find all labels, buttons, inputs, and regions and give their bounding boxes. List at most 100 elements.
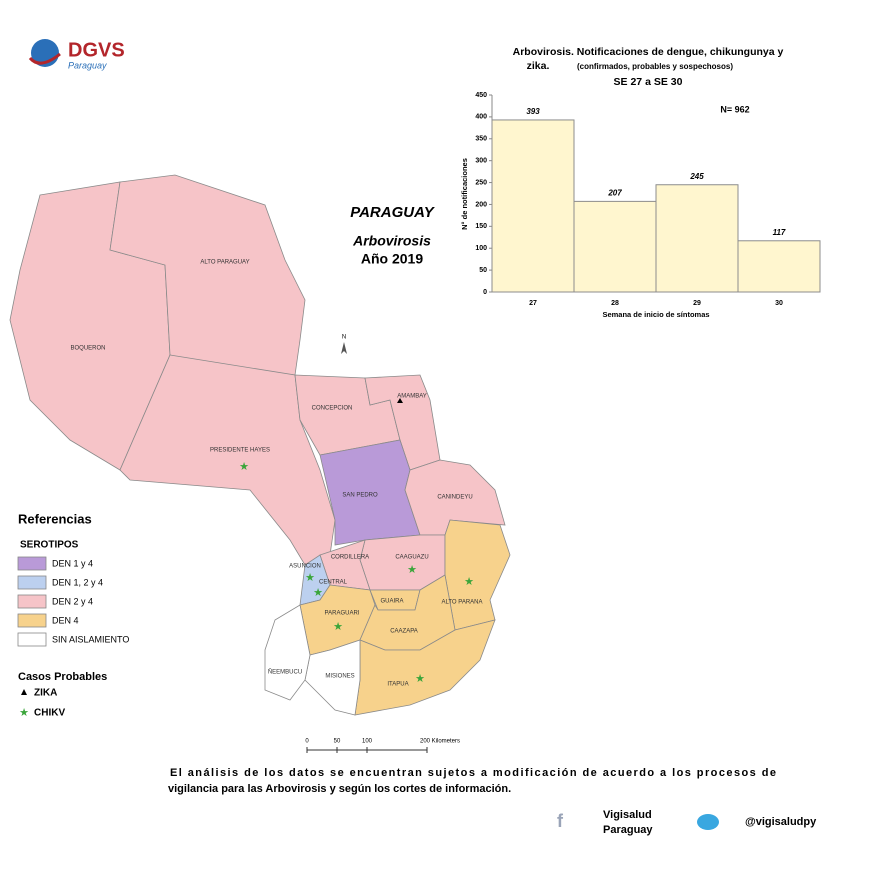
legend-casos-title: Casos Probables [18,671,107,683]
chikv-star: ★ [464,576,474,588]
legend-title: Referencias [18,511,92,526]
scale-label: 0 [305,739,309,745]
y-tick-label: 50 [479,267,487,274]
scale-label: 100 [362,739,373,745]
north-label: N [342,335,346,341]
scale-label: 200 Kilometers [420,739,460,745]
region-label: BOQUERON [70,346,105,352]
data-label: 117 [773,228,786,237]
region-label: GUAIRA [380,599,403,605]
region-label: PRESIDENTE HAYES [210,448,270,454]
region-label: ALTO PARANA [441,600,482,606]
dept-misiones [304,639,361,716]
twitter-handle: @vigisaludpy [745,816,817,828]
x-tick-label: 30 [775,300,783,307]
region-label: ASUNCION [289,564,321,570]
chart-title: Arbovirosis. Notificaciones de dengue, c… [513,46,784,58]
legend-label: DEN 1 y 4 [52,558,93,568]
x-tick-label: 27 [529,300,537,307]
chikv-star: ★ [313,587,323,599]
legend-swatch [17,556,47,571]
y-tick-label: 300 [475,158,487,165]
twitter-icon [697,814,719,830]
footer-note: vigilancia para las Arbovirosis y según … [168,783,511,795]
chart-subtitle: (confirmados, probables y sospechosos) [577,62,733,71]
scale-bar [306,747,428,753]
map-subtitle: Arbovirosis [352,233,431,249]
facebook-icon: f [557,811,564,831]
facebook-name: Vigisalud [603,809,652,821]
region-label: CORDILLERA [331,555,369,561]
bar [573,200,657,293]
region-label: CONCEPCION [312,406,353,412]
bar [655,184,739,293]
y-tick-label: 350 [475,136,487,143]
data-label: 207 [607,188,622,197]
region-label: AMAMBAY [397,394,427,400]
region-label: ÑEEMBUCU [268,669,302,676]
map: BOQUERON ALTO PARAGUAY PRESIDENTE HAYES … [9,174,511,716]
bar [737,240,821,293]
dept-alto-parana [444,519,511,631]
zika-marker [397,398,403,403]
legend-swatch [17,594,47,609]
y-tick-label: 450 [475,92,487,99]
region-label: ITAPUA [387,682,408,688]
chikv-star: ★ [305,572,315,584]
x-tick-label: 28 [611,300,619,307]
region-label: MISIONES [325,674,354,680]
zika-legend-marker [21,689,27,695]
legend-label: DEN 2 y 4 [52,596,93,606]
region-label: CENTRAL [319,580,348,586]
region-label: CAAGUAZU [395,555,428,561]
y-axis-label: N° de notificaciones [460,158,469,230]
y-tick-label: 200 [475,201,487,208]
annotation: N= 962 [720,104,749,114]
logo: DGVS [68,39,125,61]
dept-alto-paraguay [109,174,306,376]
chikv-star: ★ [239,461,249,473]
y-tick-label: 400 [475,114,487,121]
scale-label: 50 [334,739,341,745]
region-label: PARAGUARI [325,611,360,617]
region-label: CANINDEYU [437,495,472,501]
dept-neembucu [264,604,311,701]
bar [491,119,575,293]
region-label: ALTO PARAGUAY [200,260,249,266]
legend-chikv: CHIKV [34,708,65,719]
map-year: Año 2019 [361,251,423,267]
legend-label: DEN 1, 2 y 4 [52,577,103,587]
y-tick-label: 100 [475,245,487,252]
north-arrow [341,342,347,354]
legend-zika: ZIKA [34,688,57,699]
chikv-legend-marker: ★ [19,707,29,719]
chart: Arbovirosis. Notificaciones de dengue, c… [460,46,821,319]
footer-note: El análisis de los datos se encuentran s… [170,767,776,779]
chikv-star: ★ [333,621,343,633]
chart-subtitle-2: SE 27 a SE 30 [614,76,683,88]
chikv-star: ★ [415,673,425,685]
legend: Referencias SEROTIPOS Casos Probables ZI… [17,511,129,719]
chart-title-2: zika. [527,60,550,72]
legend-label: DEN 4 [52,615,79,625]
chikv-star: ★ [407,564,417,576]
region-label: CAAZAPA [390,629,418,635]
x-tick-label: 29 [693,300,701,307]
legend-swatch [17,613,47,628]
x-axis-label: Semana de inicio de síntomas [602,310,709,319]
legend-label: SIN AISLAMIENTO [52,634,129,644]
region-label: SAN PEDRO [342,493,378,499]
dept-caaguazu [359,534,446,591]
logo-swoosh [28,52,61,65]
data-label: 393 [526,107,540,116]
y-tick-label: 150 [475,223,487,230]
map-title: PARAGUAY [350,204,436,221]
logo-sub: Paraguay [68,60,107,70]
data-label: 245 [689,172,704,181]
y-tick-label: 250 [475,179,487,186]
legend-swatch [17,632,47,647]
legend-subtitle: SEROTIPOS [20,540,79,551]
y-tick-label: 0 [483,289,487,296]
chikv-markers: ★ ★ ★ ★ ★ ★ ★ [239,461,474,685]
